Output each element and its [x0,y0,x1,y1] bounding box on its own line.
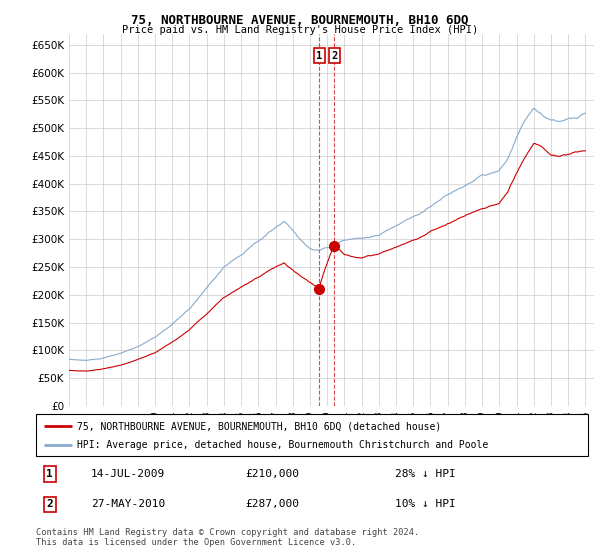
Text: 2: 2 [331,51,337,61]
Text: 75, NORTHBOURNE AVENUE, BOURNEMOUTH, BH10 6DQ: 75, NORTHBOURNE AVENUE, BOURNEMOUTH, BH1… [131,14,469,27]
Text: Price paid vs. HM Land Registry's House Price Index (HPI): Price paid vs. HM Land Registry's House … [122,25,478,35]
Text: Contains HM Land Registry data © Crown copyright and database right 2024.
This d: Contains HM Land Registry data © Crown c… [36,528,419,547]
Text: 75, NORTHBOURNE AVENUE, BOURNEMOUTH, BH10 6DQ (detached house): 75, NORTHBOURNE AVENUE, BOURNEMOUTH, BH1… [77,421,442,431]
Text: 10% ↓ HPI: 10% ↓ HPI [395,500,455,509]
Text: 1: 1 [46,469,53,479]
Text: 14-JUL-2009: 14-JUL-2009 [91,469,166,479]
Text: £287,000: £287,000 [246,500,300,509]
Text: 2: 2 [46,500,53,509]
Text: £210,000: £210,000 [246,469,300,479]
Text: 28% ↓ HPI: 28% ↓ HPI [395,469,455,479]
Text: HPI: Average price, detached house, Bournemouth Christchurch and Poole: HPI: Average price, detached house, Bour… [77,440,488,450]
Text: 1: 1 [316,51,322,61]
Text: 27-MAY-2010: 27-MAY-2010 [91,500,166,509]
